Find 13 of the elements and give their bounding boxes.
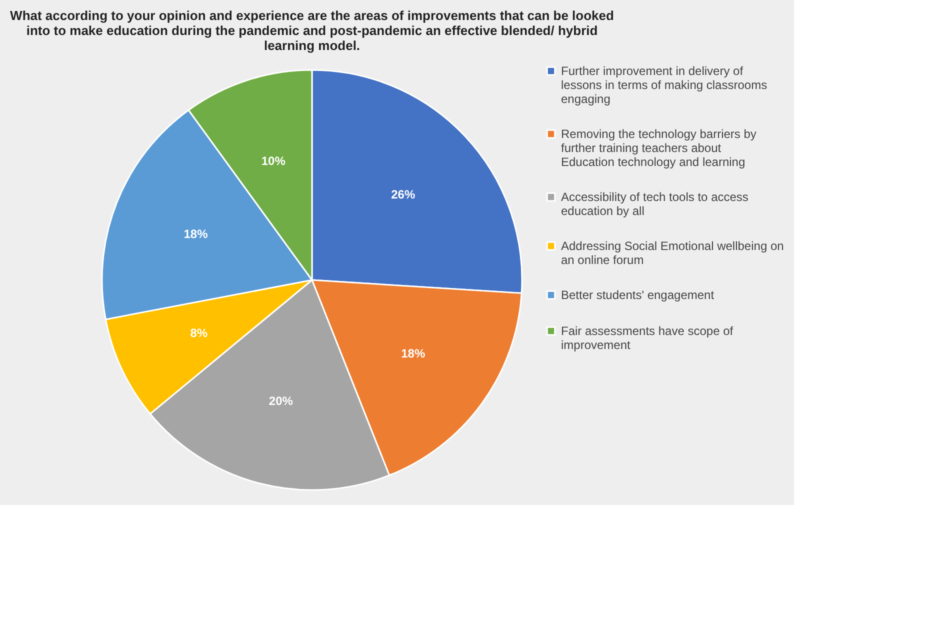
legend-label: Better students' engagement [561,288,715,302]
data-label: 18% [184,226,208,241]
data-label: 8% [190,326,208,340]
legend-label: Removing the technology barriers by further training teachers about Education technology and learning [561,127,756,169]
data-label: 18% [401,346,426,360]
legend-label: Accessibility of tech tools to access education by all [561,190,748,218]
legend-label: Further improvement in delivery of lessons in terms of making classrooms engaging [561,64,768,106]
legend-label: Fair assessments have scope of improvement [561,324,734,352]
chart-title: What according to your opinion and experience are the areas of improvements that can be looked into to make education during the pandemic and post-pandemic an effective blended/ hybrid learning model. [10,8,614,53]
legend-label: Addressing Social Emotional wellbeing on an online forum [561,239,784,267]
data-label: 20% [268,394,294,408]
data-label: 26% [391,187,416,202]
data-label: 10% [261,154,286,168]
